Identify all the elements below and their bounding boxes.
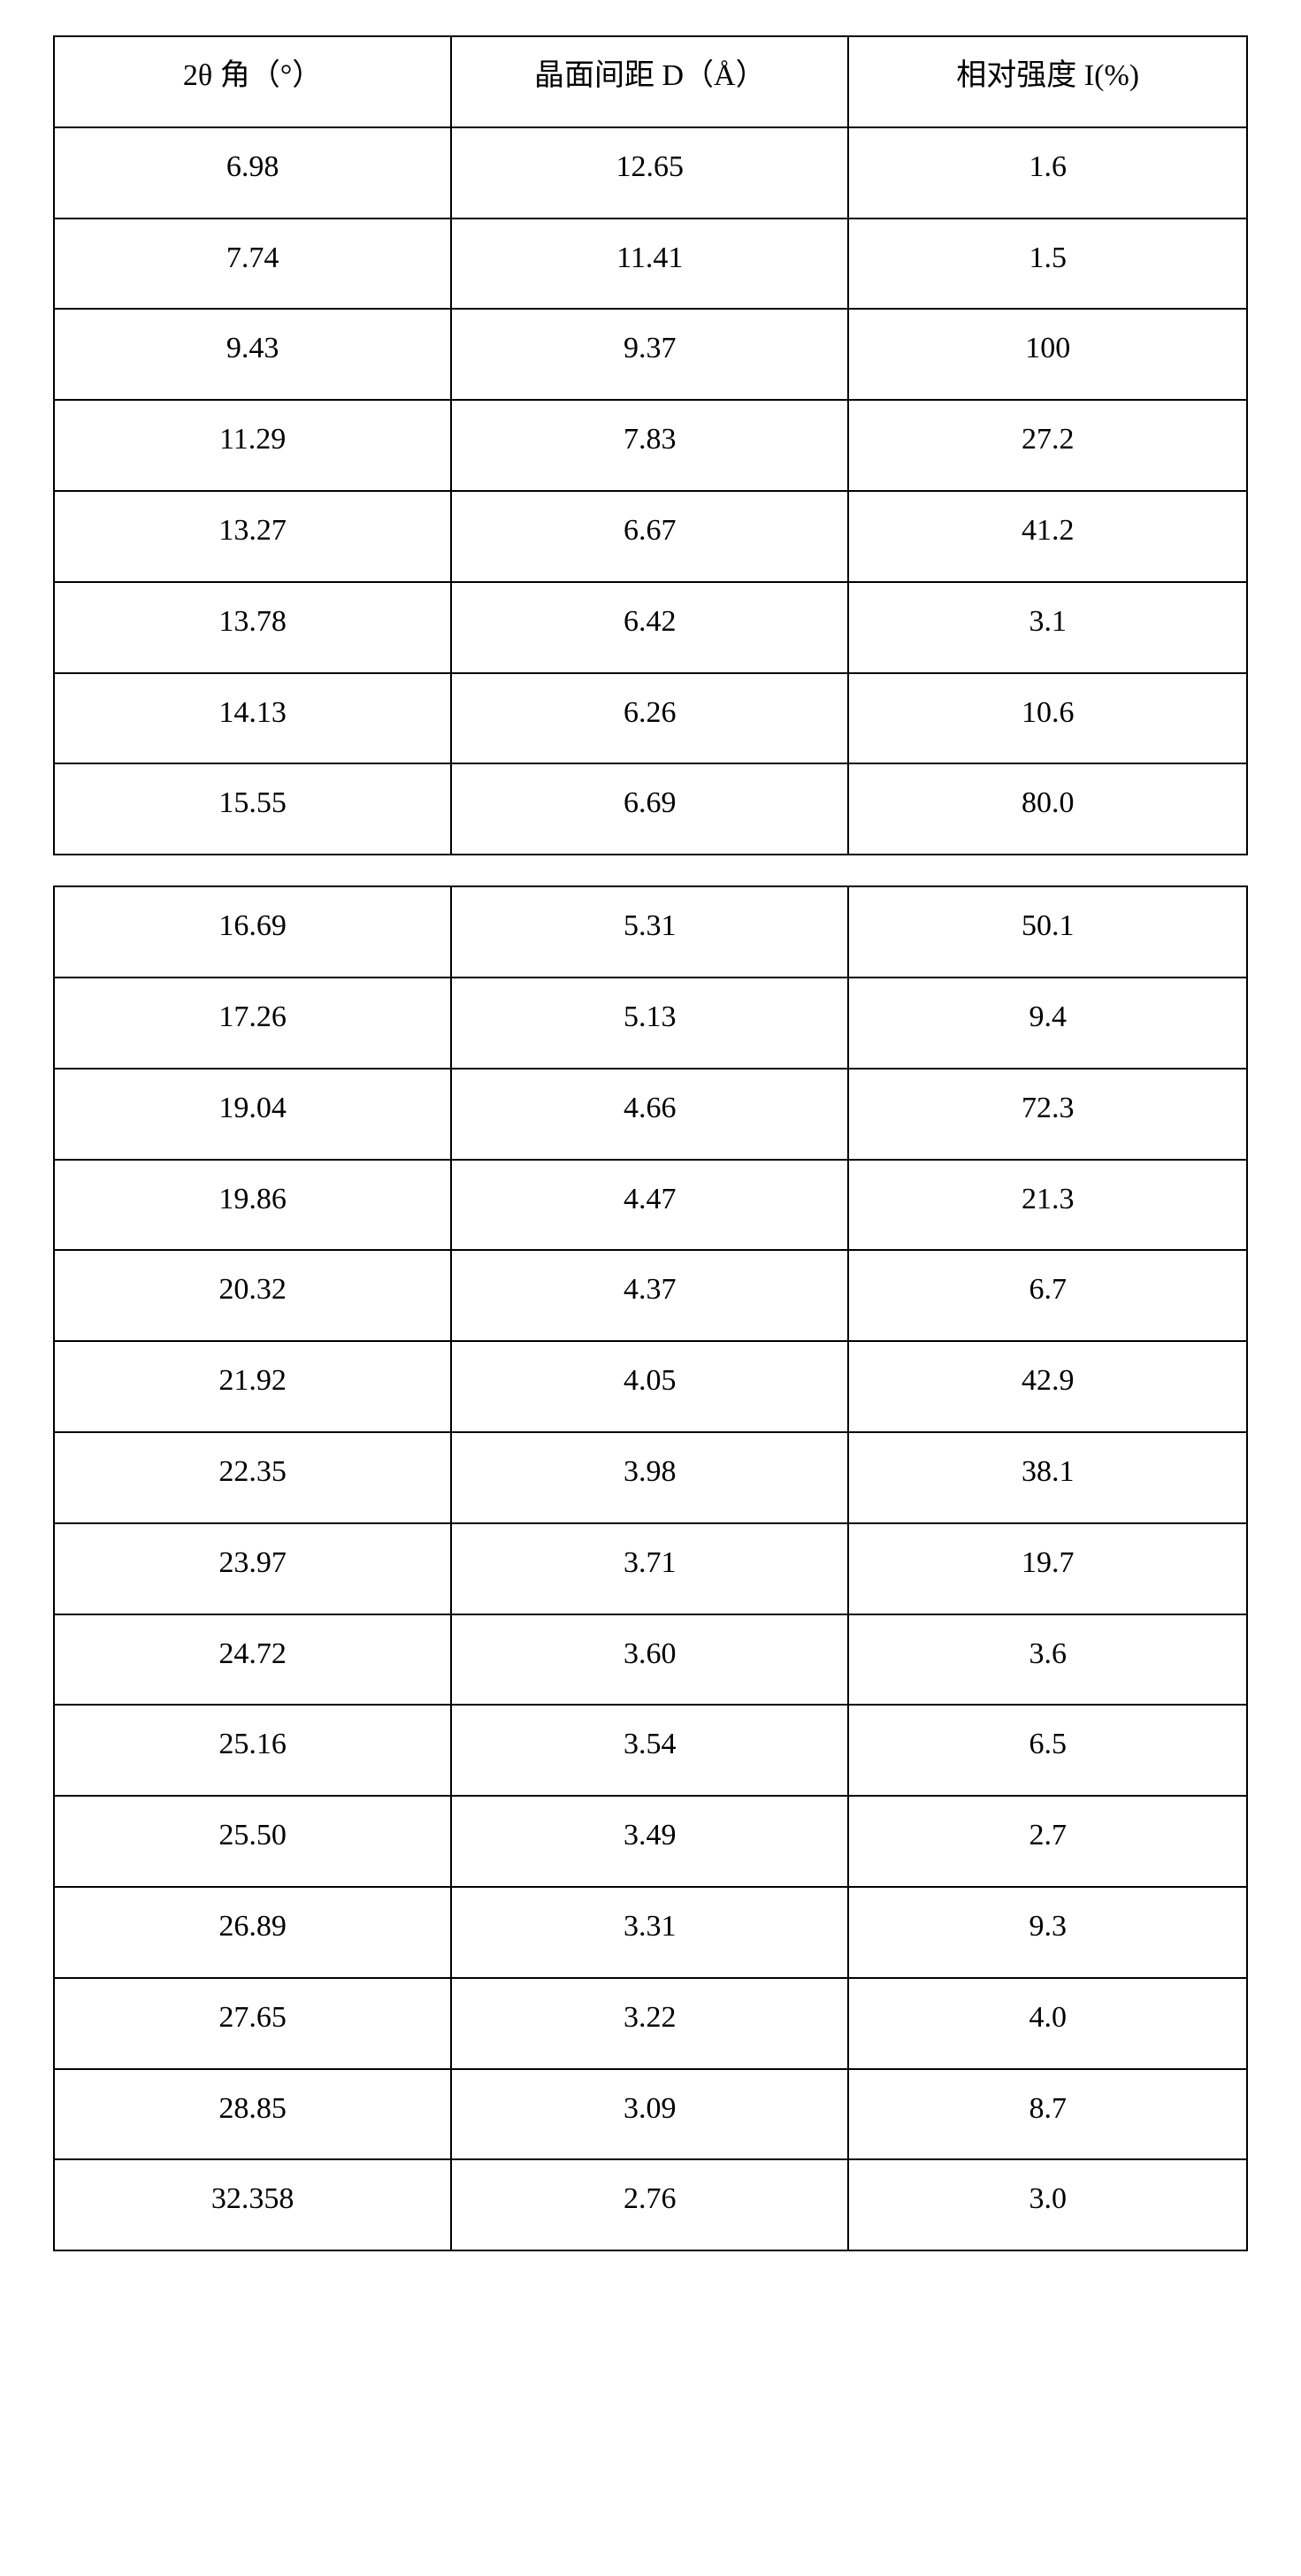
cell-intensity: 50.1: [848, 886, 1247, 978]
cell-dspacing: 2.76: [451, 2159, 848, 2250]
cell-dspacing: 3.22: [451, 1978, 848, 2069]
cell-intensity: 80.0: [848, 763, 1247, 855]
cell-dspacing: 11.41: [451, 218, 848, 310]
cell-dspacing: 4.37: [451, 1250, 848, 1341]
table-row: 21.92 4.05 42.9: [54, 1341, 1247, 1432]
cell-2theta: 25.50: [54, 1796, 451, 1887]
section-gap: [53, 855, 1248, 886]
table-row: 15.55 6.69 80.0: [54, 763, 1247, 855]
cell-dspacing: 6.67: [451, 491, 848, 582]
cell-dspacing: 3.71: [451, 1523, 848, 1614]
cell-2theta: 19.04: [54, 1069, 451, 1160]
cell-dspacing: 4.05: [451, 1341, 848, 1432]
cell-2theta: 27.65: [54, 1978, 451, 2069]
cell-2theta: 13.78: [54, 582, 451, 673]
table-row: 25.50 3.49 2.7: [54, 1796, 1247, 1887]
cell-intensity: 1.5: [848, 218, 1247, 310]
table-row: 19.86 4.47 21.3: [54, 1160, 1247, 1251]
table-row: 11.29 7.83 27.2: [54, 400, 1247, 491]
cell-2theta: 15.55: [54, 763, 451, 855]
table-row: 20.32 4.37 6.7: [54, 1250, 1247, 1341]
cell-intensity: 10.6: [848, 673, 1247, 764]
cell-2theta: 26.89: [54, 1887, 451, 1978]
cell-intensity: 4.0: [848, 1978, 1247, 2069]
table-header-row: 2θ 角（°） 晶面间距 D（Å） 相对强度 I(%): [54, 36, 1247, 127]
cell-intensity: 3.0: [848, 2159, 1247, 2250]
cell-2theta: 6.98: [54, 127, 451, 218]
cell-2theta: 24.72: [54, 1614, 451, 1706]
col-header-dspacing: 晶面间距 D（Å）: [451, 36, 848, 127]
table-row: 13.78 6.42 3.1: [54, 582, 1247, 673]
table-row: 9.43 9.37 100: [54, 309, 1247, 400]
table-row: 14.13 6.26 10.6: [54, 673, 1247, 764]
cell-intensity: 1.6: [848, 127, 1247, 218]
cell-dspacing: 3.31: [451, 1887, 848, 1978]
cell-dspacing: 3.09: [451, 2069, 848, 2160]
cell-dspacing: 12.65: [451, 127, 848, 218]
cell-intensity: 9.4: [848, 978, 1247, 1069]
cell-2theta: 11.29: [54, 400, 451, 491]
cell-dspacing: 3.60: [451, 1614, 848, 1706]
cell-2theta: 28.85: [54, 2069, 451, 2160]
table-row: 26.89 3.31 9.3: [54, 1887, 1247, 1978]
table-row: 13.27 6.67 41.2: [54, 491, 1247, 582]
col-header-2theta: 2θ 角（°）: [54, 36, 451, 127]
table-row: 22.35 3.98 38.1: [54, 1432, 1247, 1523]
table-row: 25.16 3.54 6.5: [54, 1705, 1247, 1796]
cell-dspacing: 5.31: [451, 886, 848, 978]
cell-intensity: 8.7: [848, 2069, 1247, 2160]
table-row: 17.26 5.13 9.4: [54, 978, 1247, 1069]
cell-intensity: 9.3: [848, 1887, 1247, 1978]
cell-2theta: 19.86: [54, 1160, 451, 1251]
cell-dspacing: 4.66: [451, 1069, 848, 1160]
table-row: 6.98 12.65 1.6: [54, 127, 1247, 218]
cell-dspacing: 9.37: [451, 309, 848, 400]
cell-2theta: 21.92: [54, 1341, 451, 1432]
cell-intensity: 6.7: [848, 1250, 1247, 1341]
cell-dspacing: 3.98: [451, 1432, 848, 1523]
cell-dspacing: 5.13: [451, 978, 848, 1069]
cell-dspacing: 3.49: [451, 1796, 848, 1887]
cell-dspacing: 4.47: [451, 1160, 848, 1251]
cell-intensity: 6.5: [848, 1705, 1247, 1796]
cell-dspacing: 6.69: [451, 763, 848, 855]
cell-dspacing: 3.54: [451, 1705, 848, 1796]
cell-2theta: 17.26: [54, 978, 451, 1069]
table-row: 23.97 3.71 19.7: [54, 1523, 1247, 1614]
table-row: 19.04 4.66 72.3: [54, 1069, 1247, 1160]
cell-intensity: 21.3: [848, 1160, 1247, 1251]
xrd-table-section-2: 16.69 5.31 50.1 17.26 5.13 9.4 19.04 4.6…: [53, 886, 1248, 2251]
table-row: 28.85 3.09 8.7: [54, 2069, 1247, 2160]
col-header-intensity: 相对强度 I(%): [848, 36, 1247, 127]
cell-intensity: 100: [848, 309, 1247, 400]
table-row: 7.74 11.41 1.5: [54, 218, 1247, 310]
cell-intensity: 3.1: [848, 582, 1247, 673]
cell-intensity: 27.2: [848, 400, 1247, 491]
cell-dspacing: 6.26: [451, 673, 848, 764]
cell-2theta: 32.358: [54, 2159, 451, 2250]
cell-2theta: 20.32: [54, 1250, 451, 1341]
cell-intensity: 42.9: [848, 1341, 1247, 1432]
cell-2theta: 7.74: [54, 218, 451, 310]
cell-dspacing: 6.42: [451, 582, 848, 673]
xrd-table-section-1: 2θ 角（°） 晶面间距 D（Å） 相对强度 I(%) 6.98 12.65 1…: [53, 35, 1248, 855]
cell-intensity: 41.2: [848, 491, 1247, 582]
cell-2theta: 23.97: [54, 1523, 451, 1614]
table-row: 16.69 5.31 50.1: [54, 886, 1247, 978]
cell-dspacing: 7.83: [451, 400, 848, 491]
table-row: 27.65 3.22 4.0: [54, 1978, 1247, 2069]
cell-2theta: 9.43: [54, 309, 451, 400]
table-row: 24.72 3.60 3.6: [54, 1614, 1247, 1706]
cell-2theta: 25.16: [54, 1705, 451, 1796]
cell-2theta: 16.69: [54, 886, 451, 978]
cell-2theta: 14.13: [54, 673, 451, 764]
cell-intensity: 38.1: [848, 1432, 1247, 1523]
cell-intensity: 19.7: [848, 1523, 1247, 1614]
cell-intensity: 72.3: [848, 1069, 1247, 1160]
table-row: 32.358 2.76 3.0: [54, 2159, 1247, 2250]
cell-intensity: 2.7: [848, 1796, 1247, 1887]
cell-intensity: 3.6: [848, 1614, 1247, 1706]
cell-2theta: 22.35: [54, 1432, 451, 1523]
cell-2theta: 13.27: [54, 491, 451, 582]
